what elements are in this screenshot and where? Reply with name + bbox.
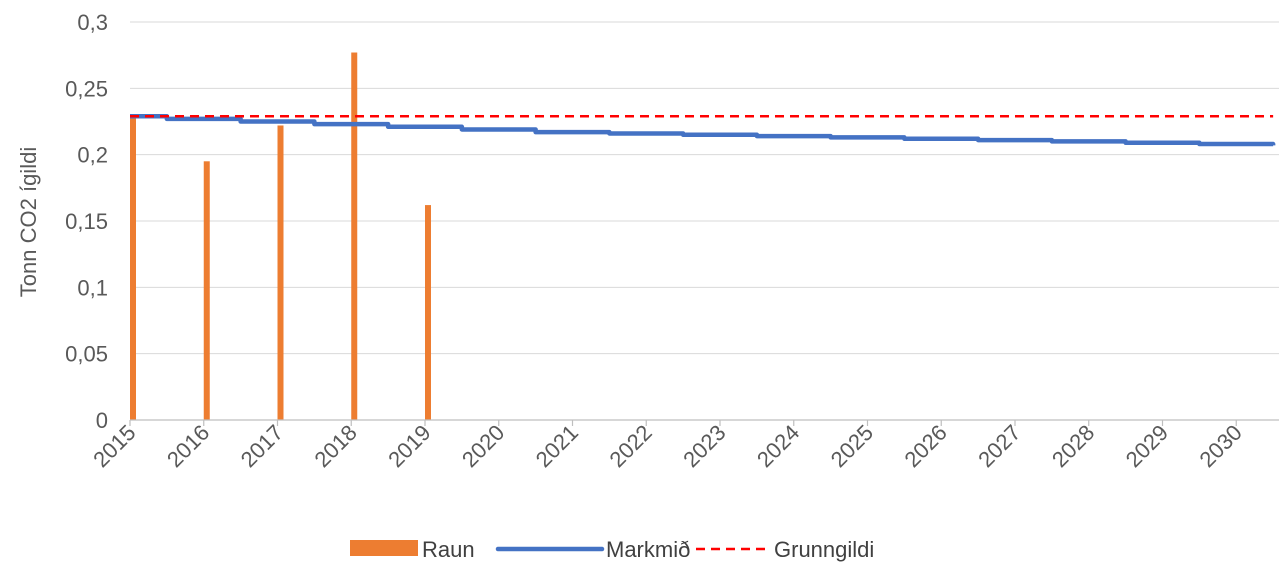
x-tick-label: 2021 xyxy=(531,420,583,472)
y-axis-label: Tonn CO2 ígildi xyxy=(16,147,41,297)
bar-raun xyxy=(425,205,431,420)
x-tick-label: 2023 xyxy=(678,420,730,472)
axes xyxy=(129,419,1279,426)
y-tick-label: 0 xyxy=(96,408,108,433)
x-tick-label: 2027 xyxy=(973,420,1025,472)
bar-raun xyxy=(277,125,284,420)
y-tick-label: 0,1 xyxy=(77,275,108,300)
x-tick-label: 2030 xyxy=(1194,420,1246,472)
y-tick-label: 0,05 xyxy=(65,342,108,367)
x-tick-label: 2026 xyxy=(899,420,951,472)
x-tick-label: 2020 xyxy=(457,420,509,472)
line-markmid xyxy=(130,113,1276,147)
legend: Raun Markmið Grunngildi xyxy=(350,537,874,562)
x-tick-label: 2017 xyxy=(236,420,288,472)
x-tick-label: 2019 xyxy=(383,420,435,472)
lines xyxy=(130,113,1276,147)
x-tick-label: 2016 xyxy=(162,420,214,472)
legend-swatch-raun xyxy=(350,540,418,556)
bar-raun xyxy=(203,161,210,421)
y-tick-label: 0,15 xyxy=(65,209,108,234)
y-tick-label: 0,3 xyxy=(77,10,108,35)
bar-raun xyxy=(130,116,136,421)
y-tick-label: 0,2 xyxy=(77,143,108,168)
y-tick-label: 0,25 xyxy=(65,76,108,101)
x-tick-label: 2024 xyxy=(752,420,804,472)
y-tick-labels: 0 0,05 0,1 0,15 0,2 0,25 0,3 xyxy=(65,10,108,433)
legend-label: Raun xyxy=(422,537,475,562)
x-tick-label: 2022 xyxy=(604,420,656,472)
bar-raun xyxy=(351,52,358,420)
x-tick-label: 2018 xyxy=(309,420,361,472)
x-tick-label: 2028 xyxy=(1047,420,1099,472)
x-tick-label: 2025 xyxy=(826,420,878,472)
x-tick-label: 2029 xyxy=(1121,420,1173,472)
legend-label: Grunngildi xyxy=(774,537,874,562)
x-tick-labels: 2015 2016 2017 2018 2019 2020 2021 2022 2023 2024… xyxy=(88,420,1247,472)
raun-bars xyxy=(130,52,431,421)
legend-label: Markmið xyxy=(606,537,690,562)
gridlines xyxy=(130,21,1279,355)
